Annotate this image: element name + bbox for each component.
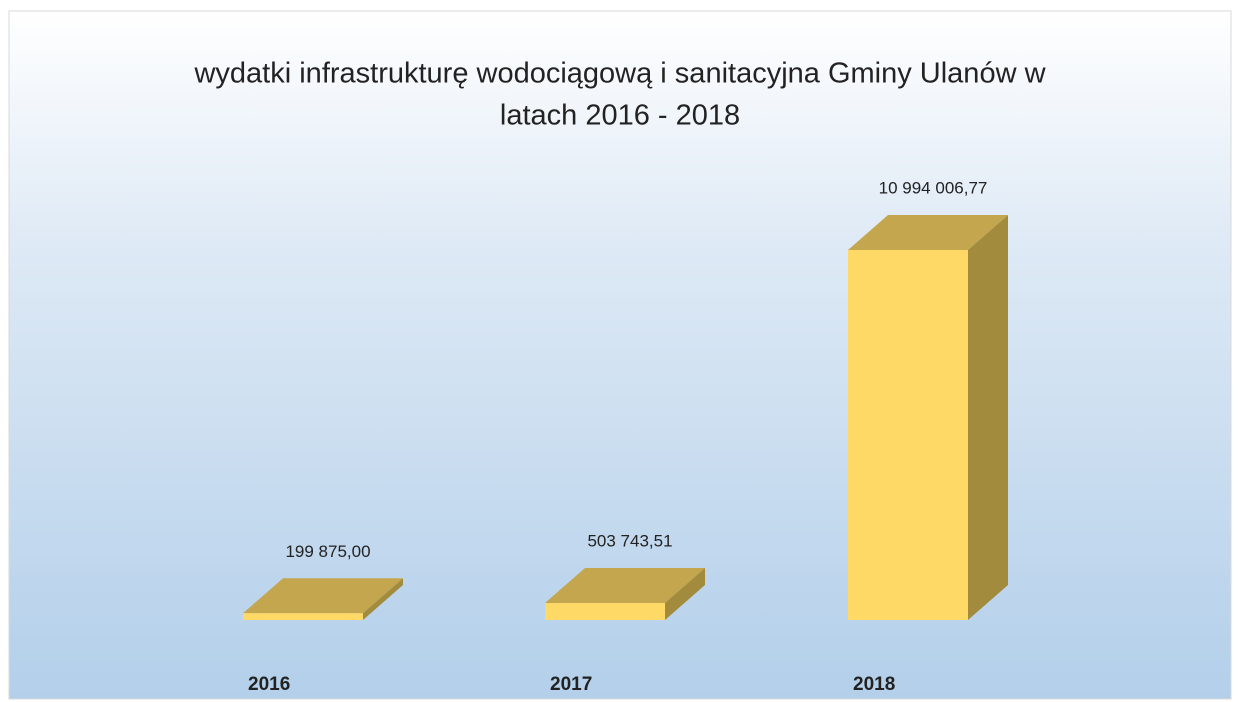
x-tick-label: 2018 bbox=[853, 674, 895, 695]
data-label: 10 994 006,77 bbox=[879, 178, 988, 197]
chart-title: latach 2016 - 2018 bbox=[500, 100, 740, 132]
x-tick-label: 2017 bbox=[550, 674, 592, 695]
bar-side bbox=[968, 215, 1008, 620]
bar-top bbox=[848, 215, 1008, 250]
bar bbox=[545, 568, 705, 620]
bar-top bbox=[243, 578, 403, 614]
chart-title: wydatki infrastrukturę wodociągową i san… bbox=[193, 58, 1046, 90]
data-label: 503 743,51 bbox=[587, 532, 672, 551]
x-tick-label: 2016 bbox=[248, 674, 290, 695]
data-label: 199 875,00 bbox=[285, 542, 370, 561]
bar-top bbox=[545, 568, 705, 604]
bar-front bbox=[848, 250, 968, 620]
bar bbox=[243, 578, 403, 620]
bar bbox=[848, 215, 1008, 620]
bar-side bbox=[363, 578, 403, 620]
bar-front bbox=[243, 613, 363, 620]
bar-side bbox=[665, 568, 705, 620]
bar-front bbox=[545, 603, 665, 620]
